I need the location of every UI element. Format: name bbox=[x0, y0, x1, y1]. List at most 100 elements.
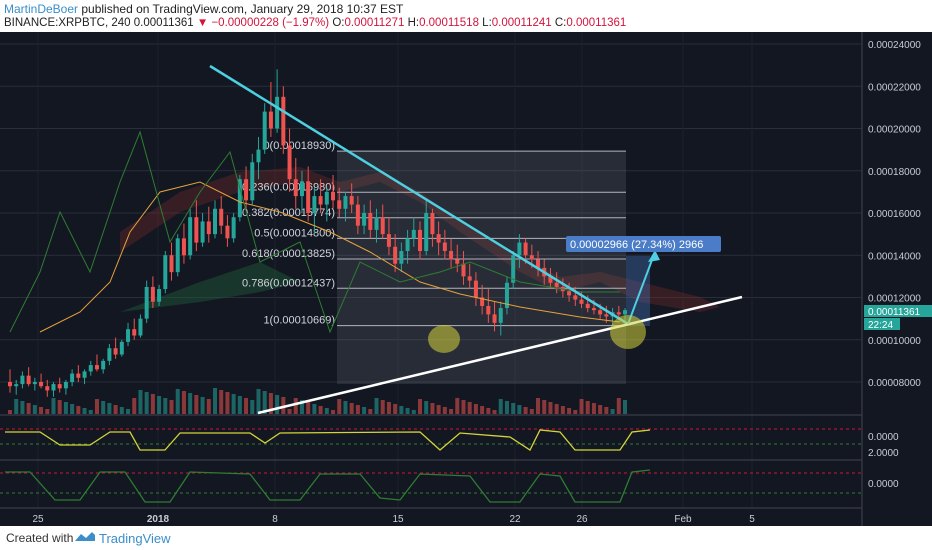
y-axis[interactable]: 0.00024000 0.00022000 0.00020000 0.00018000… bbox=[861, 32, 921, 526]
created-with-text: Created with bbox=[6, 531, 74, 545]
candle-body bbox=[20, 375, 25, 385]
volume-bar bbox=[405, 408, 410, 414]
candle-body bbox=[579, 299, 584, 304]
volume-bar bbox=[281, 397, 286, 414]
x-tick-label: 22 bbox=[509, 514, 521, 525]
volume-bar bbox=[51, 398, 56, 414]
volume-bar bbox=[480, 406, 485, 414]
volume-bar bbox=[88, 410, 93, 414]
candle-body bbox=[498, 308, 503, 323]
symbol-name: BINANCE:XRPBTC, 240 bbox=[4, 17, 131, 29]
volume-bar bbox=[32, 405, 37, 414]
y-tick-label: 0.00022000 bbox=[868, 82, 921, 93]
support-trendline[interactable] bbox=[257, 295, 743, 415]
candle-body bbox=[380, 217, 385, 235]
volume-bar bbox=[523, 407, 528, 414]
candle-body bbox=[616, 312, 621, 315]
descending-trendline[interactable] bbox=[209, 64, 629, 326]
volume-bar bbox=[14, 399, 19, 414]
volume-bar bbox=[486, 408, 491, 414]
y-tick-label: 0.00010000 bbox=[868, 336, 921, 347]
volume-bar bbox=[293, 398, 298, 414]
volume-bar bbox=[70, 404, 75, 414]
tradingview-brand-link[interactable]: TradingView bbox=[99, 531, 171, 546]
candle-body bbox=[486, 305, 491, 315]
candle-body bbox=[324, 191, 329, 205]
candle-body bbox=[511, 255, 516, 283]
candle-body bbox=[213, 208, 217, 235]
oscillator-panel-1: 0.0000 bbox=[0, 414, 899, 451]
price-tag-label: 0.00011361 bbox=[868, 307, 921, 318]
candle-body bbox=[45, 386, 50, 391]
fib-level-label: 0.236(0.00016980) bbox=[242, 181, 335, 193]
volume-bar bbox=[101, 401, 106, 414]
candle-body bbox=[119, 341, 124, 355]
x-tick-label: 8 bbox=[272, 514, 278, 525]
candle-body bbox=[355, 204, 360, 226]
volume-bar bbox=[604, 407, 609, 414]
author-link[interactable]: MartinDeBoer bbox=[4, 2, 79, 16]
candle-body bbox=[163, 255, 168, 290]
volume-bar bbox=[455, 398, 460, 414]
volume-bar bbox=[287, 409, 292, 414]
candle-body bbox=[225, 225, 230, 239]
low-value: 0.00011241 bbox=[491, 17, 552, 29]
volume-bar bbox=[511, 403, 516, 414]
osc2-extra-tick: 2.0000 bbox=[868, 448, 899, 459]
y-tick-label: 0.00012000 bbox=[868, 294, 921, 305]
open-value: 0.00011271 bbox=[344, 17, 405, 29]
candle-body bbox=[293, 179, 298, 197]
chart-svg[interactable]: 0(0.00018930) 0.236(0.00016980) 0.382(0.00… bbox=[0, 32, 932, 526]
candle-body bbox=[175, 238, 180, 273]
volume-bar bbox=[573, 410, 578, 414]
volume-bar bbox=[560, 406, 565, 414]
candle-body bbox=[82, 371, 87, 378]
candle-body bbox=[231, 217, 236, 239]
volume-bar bbox=[616, 398, 621, 414]
volume-bar bbox=[492, 410, 497, 414]
tradingview-logo-icon bbox=[75, 532, 95, 541]
candle-body bbox=[399, 251, 404, 264]
volume-bar bbox=[498, 399, 503, 414]
candle-body bbox=[461, 263, 466, 277]
high-value: 0.00011518 bbox=[419, 17, 479, 29]
volume-bar bbox=[150, 394, 155, 414]
volume-bar bbox=[430, 403, 435, 414]
osc2-tick: 0.0000 bbox=[868, 479, 899, 490]
candle-body bbox=[181, 238, 186, 256]
candle-body bbox=[343, 196, 348, 209]
candle-body bbox=[585, 303, 590, 309]
candle-body bbox=[57, 384, 62, 389]
candle-body bbox=[132, 329, 137, 336]
fib-level-label: 0(0.00018930) bbox=[263, 140, 335, 152]
volume-bar bbox=[200, 397, 205, 414]
candle-body bbox=[455, 259, 460, 264]
stoch-line bbox=[5, 429, 651, 451]
y-tick-label: 0.00014000 bbox=[868, 251, 921, 262]
arrow-head-icon bbox=[648, 250, 660, 262]
x-axis[interactable]: 25 2018 8 15 22 26 Feb 5 bbox=[0, 507, 862, 525]
cloud-red bbox=[120, 167, 720, 312]
volume-bar bbox=[8, 410, 12, 414]
candle-body bbox=[26, 375, 31, 385]
candle-body bbox=[312, 196, 317, 213]
candle-body bbox=[598, 310, 603, 315]
volume-bar bbox=[57, 400, 62, 414]
candle-body bbox=[386, 234, 391, 247]
volume-bar bbox=[244, 398, 249, 414]
candle-body bbox=[449, 251, 454, 260]
candle-body bbox=[362, 213, 367, 226]
candle-body bbox=[256, 149, 261, 163]
candle-body bbox=[268, 111, 273, 129]
candle-body bbox=[169, 255, 174, 273]
candle-body bbox=[76, 373, 81, 378]
candle-body bbox=[368, 213, 373, 230]
y-tick-label: 0.00018000 bbox=[868, 167, 921, 178]
chart-area[interactable]: 0(0.00018930) 0.236(0.00016980) 0.382(0.00… bbox=[0, 32, 932, 526]
candle-body bbox=[480, 297, 485, 306]
candle-body bbox=[591, 308, 596, 311]
down-triangle-icon: ▼ bbox=[196, 17, 209, 29]
volume-bar bbox=[256, 389, 261, 414]
volume-bar bbox=[411, 410, 416, 414]
y-tick-label: 0.00016000 bbox=[868, 209, 921, 220]
